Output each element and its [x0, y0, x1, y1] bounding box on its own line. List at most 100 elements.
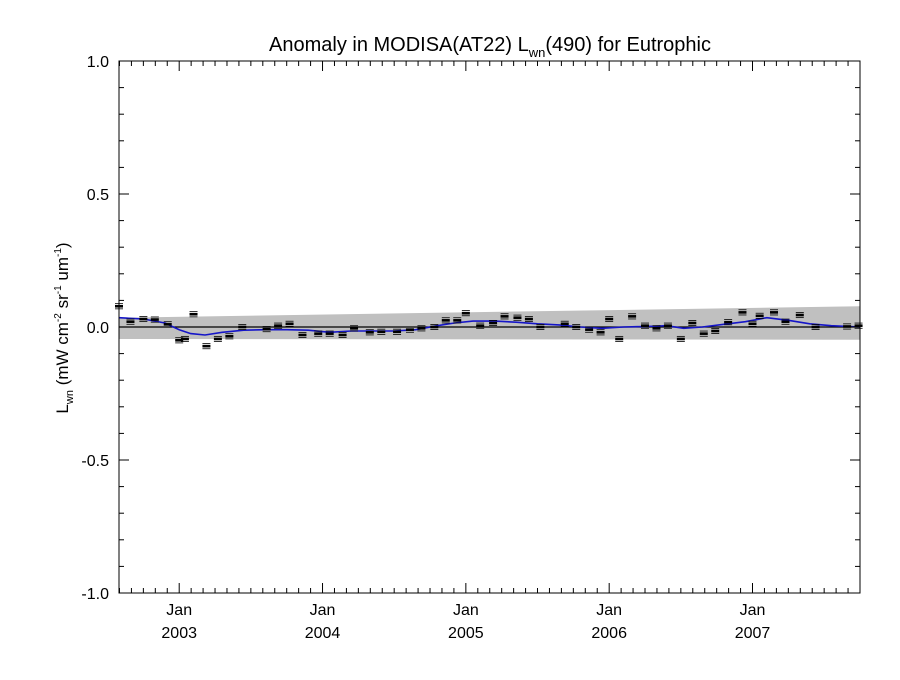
- data-point: [430, 323, 439, 331]
- data-point: [285, 320, 294, 327]
- data-point-marker: [738, 311, 747, 314]
- data-point-marker: [202, 344, 211, 348]
- data-point-marker: [513, 316, 522, 319]
- data-point: [536, 323, 545, 331]
- data-point: [139, 316, 148, 323]
- data-point: [513, 314, 522, 321]
- data-point: [325, 330, 334, 337]
- x-tick-label-month: Jan: [166, 602, 192, 619]
- data-point-marker: [688, 321, 697, 325]
- data-point: [417, 325, 426, 332]
- data-point-marker: [560, 322, 569, 326]
- x-tick-label-year: 2006: [591, 625, 627, 642]
- data-point: [298, 331, 307, 338]
- data-point: [393, 328, 402, 335]
- data-point: [615, 335, 624, 342]
- data-point: [314, 330, 323, 337]
- data-point: [795, 312, 804, 319]
- data-point-marker: [441, 319, 450, 322]
- data-point-marker: [500, 315, 509, 318]
- data-point: [338, 331, 347, 338]
- x-tick-label-month: Jan: [596, 602, 622, 619]
- x-tick-label-month: Jan: [740, 602, 766, 619]
- data-point-marker: [770, 311, 779, 314]
- data-point-marker: [225, 335, 234, 338]
- data-point: [213, 335, 222, 342]
- data-point: [461, 310, 470, 317]
- y-axis-label: Lwn (mW cm-2 sr-1 um-1): [53, 242, 76, 413]
- data-point: [748, 320, 757, 327]
- data-point: [596, 329, 605, 336]
- data-point: [150, 316, 159, 323]
- x-tick-label-year: 2004: [305, 625, 341, 642]
- data-point-marker: [430, 325, 439, 329]
- y-tick-label: 0.0: [87, 320, 109, 337]
- data-point-marker: [536, 325, 545, 329]
- data-point: [453, 317, 462, 324]
- data-point: [274, 322, 283, 329]
- axes: 1.0 0.5 0.0 -0.5 -1.0 Jan 2003 Jan 2004 Jan 2005 Ja…: [81, 54, 861, 642]
- data-point-marker: [350, 327, 359, 330]
- data-point-marker: [489, 321, 498, 325]
- data-point-marker: [405, 328, 414, 331]
- data-point-marker: [781, 320, 790, 323]
- data-point: [262, 326, 271, 333]
- chart-title-suffix: (490) for Eutrophic: [545, 34, 711, 56]
- data-point-marker: [285, 322, 294, 326]
- chart-title-subscript: wn: [528, 45, 546, 60]
- data-point-marker: [596, 331, 605, 334]
- data-point-marker: [338, 333, 347, 337]
- data-point-marker: [213, 337, 222, 341]
- data-point-marker: [325, 332, 334, 335]
- data-point-marker: [699, 332, 708, 335]
- plot-area: [115, 303, 863, 350]
- data-point: [781, 318, 790, 325]
- data-point: [238, 323, 247, 331]
- data-point: [676, 335, 685, 342]
- data-point-marker: [189, 312, 198, 316]
- x-tick-label-month: Jan: [310, 602, 336, 619]
- data-point-marker: [150, 318, 159, 321]
- data-point: [854, 322, 863, 329]
- data-point: [724, 319, 733, 326]
- data-point-marker: [126, 320, 135, 323]
- data-point: [489, 320, 498, 327]
- data-point-marker: [572, 325, 581, 329]
- data-point-marker: [461, 311, 470, 315]
- chart-title-main: Anomaly in MODISA(AT22) L: [269, 34, 529, 56]
- data-point-marker: [605, 317, 614, 321]
- x-tick-label-month: Jan: [453, 602, 479, 619]
- data-point: [755, 312, 764, 319]
- data-point: [189, 311, 198, 318]
- y-tick-label: -1.0: [81, 586, 109, 603]
- data-point: [441, 317, 450, 324]
- data-point-marker: [755, 314, 764, 318]
- data-point-marker: [524, 317, 533, 321]
- data-point: [711, 327, 720, 334]
- data-point-marker: [641, 324, 650, 327]
- data-point: [663, 322, 672, 329]
- data-point: [126, 318, 135, 325]
- data-point-marker: [453, 319, 462, 322]
- data-point-marker: [476, 324, 485, 327]
- y-tick-label: 0.5: [87, 187, 109, 204]
- data-point-marker: [711, 329, 720, 333]
- data-point-marker: [377, 330, 386, 334]
- data-point-marker: [314, 332, 323, 335]
- data-point: [628, 313, 637, 320]
- data-point: [605, 316, 614, 323]
- data-point-marker: [843, 325, 852, 328]
- data-point: [585, 326, 594, 333]
- data-point: [524, 316, 533, 323]
- data-point: [843, 323, 852, 330]
- data-point-marker: [393, 330, 402, 334]
- data-point: [365, 329, 374, 336]
- data-point-marker: [811, 325, 820, 329]
- x-tick-label-year: 2007: [735, 625, 771, 642]
- data-point: [405, 326, 414, 333]
- data-point: [688, 320, 697, 327]
- data-point: [770, 309, 779, 316]
- data-point-marker: [652, 327, 661, 330]
- data-point-marker: [854, 324, 863, 327]
